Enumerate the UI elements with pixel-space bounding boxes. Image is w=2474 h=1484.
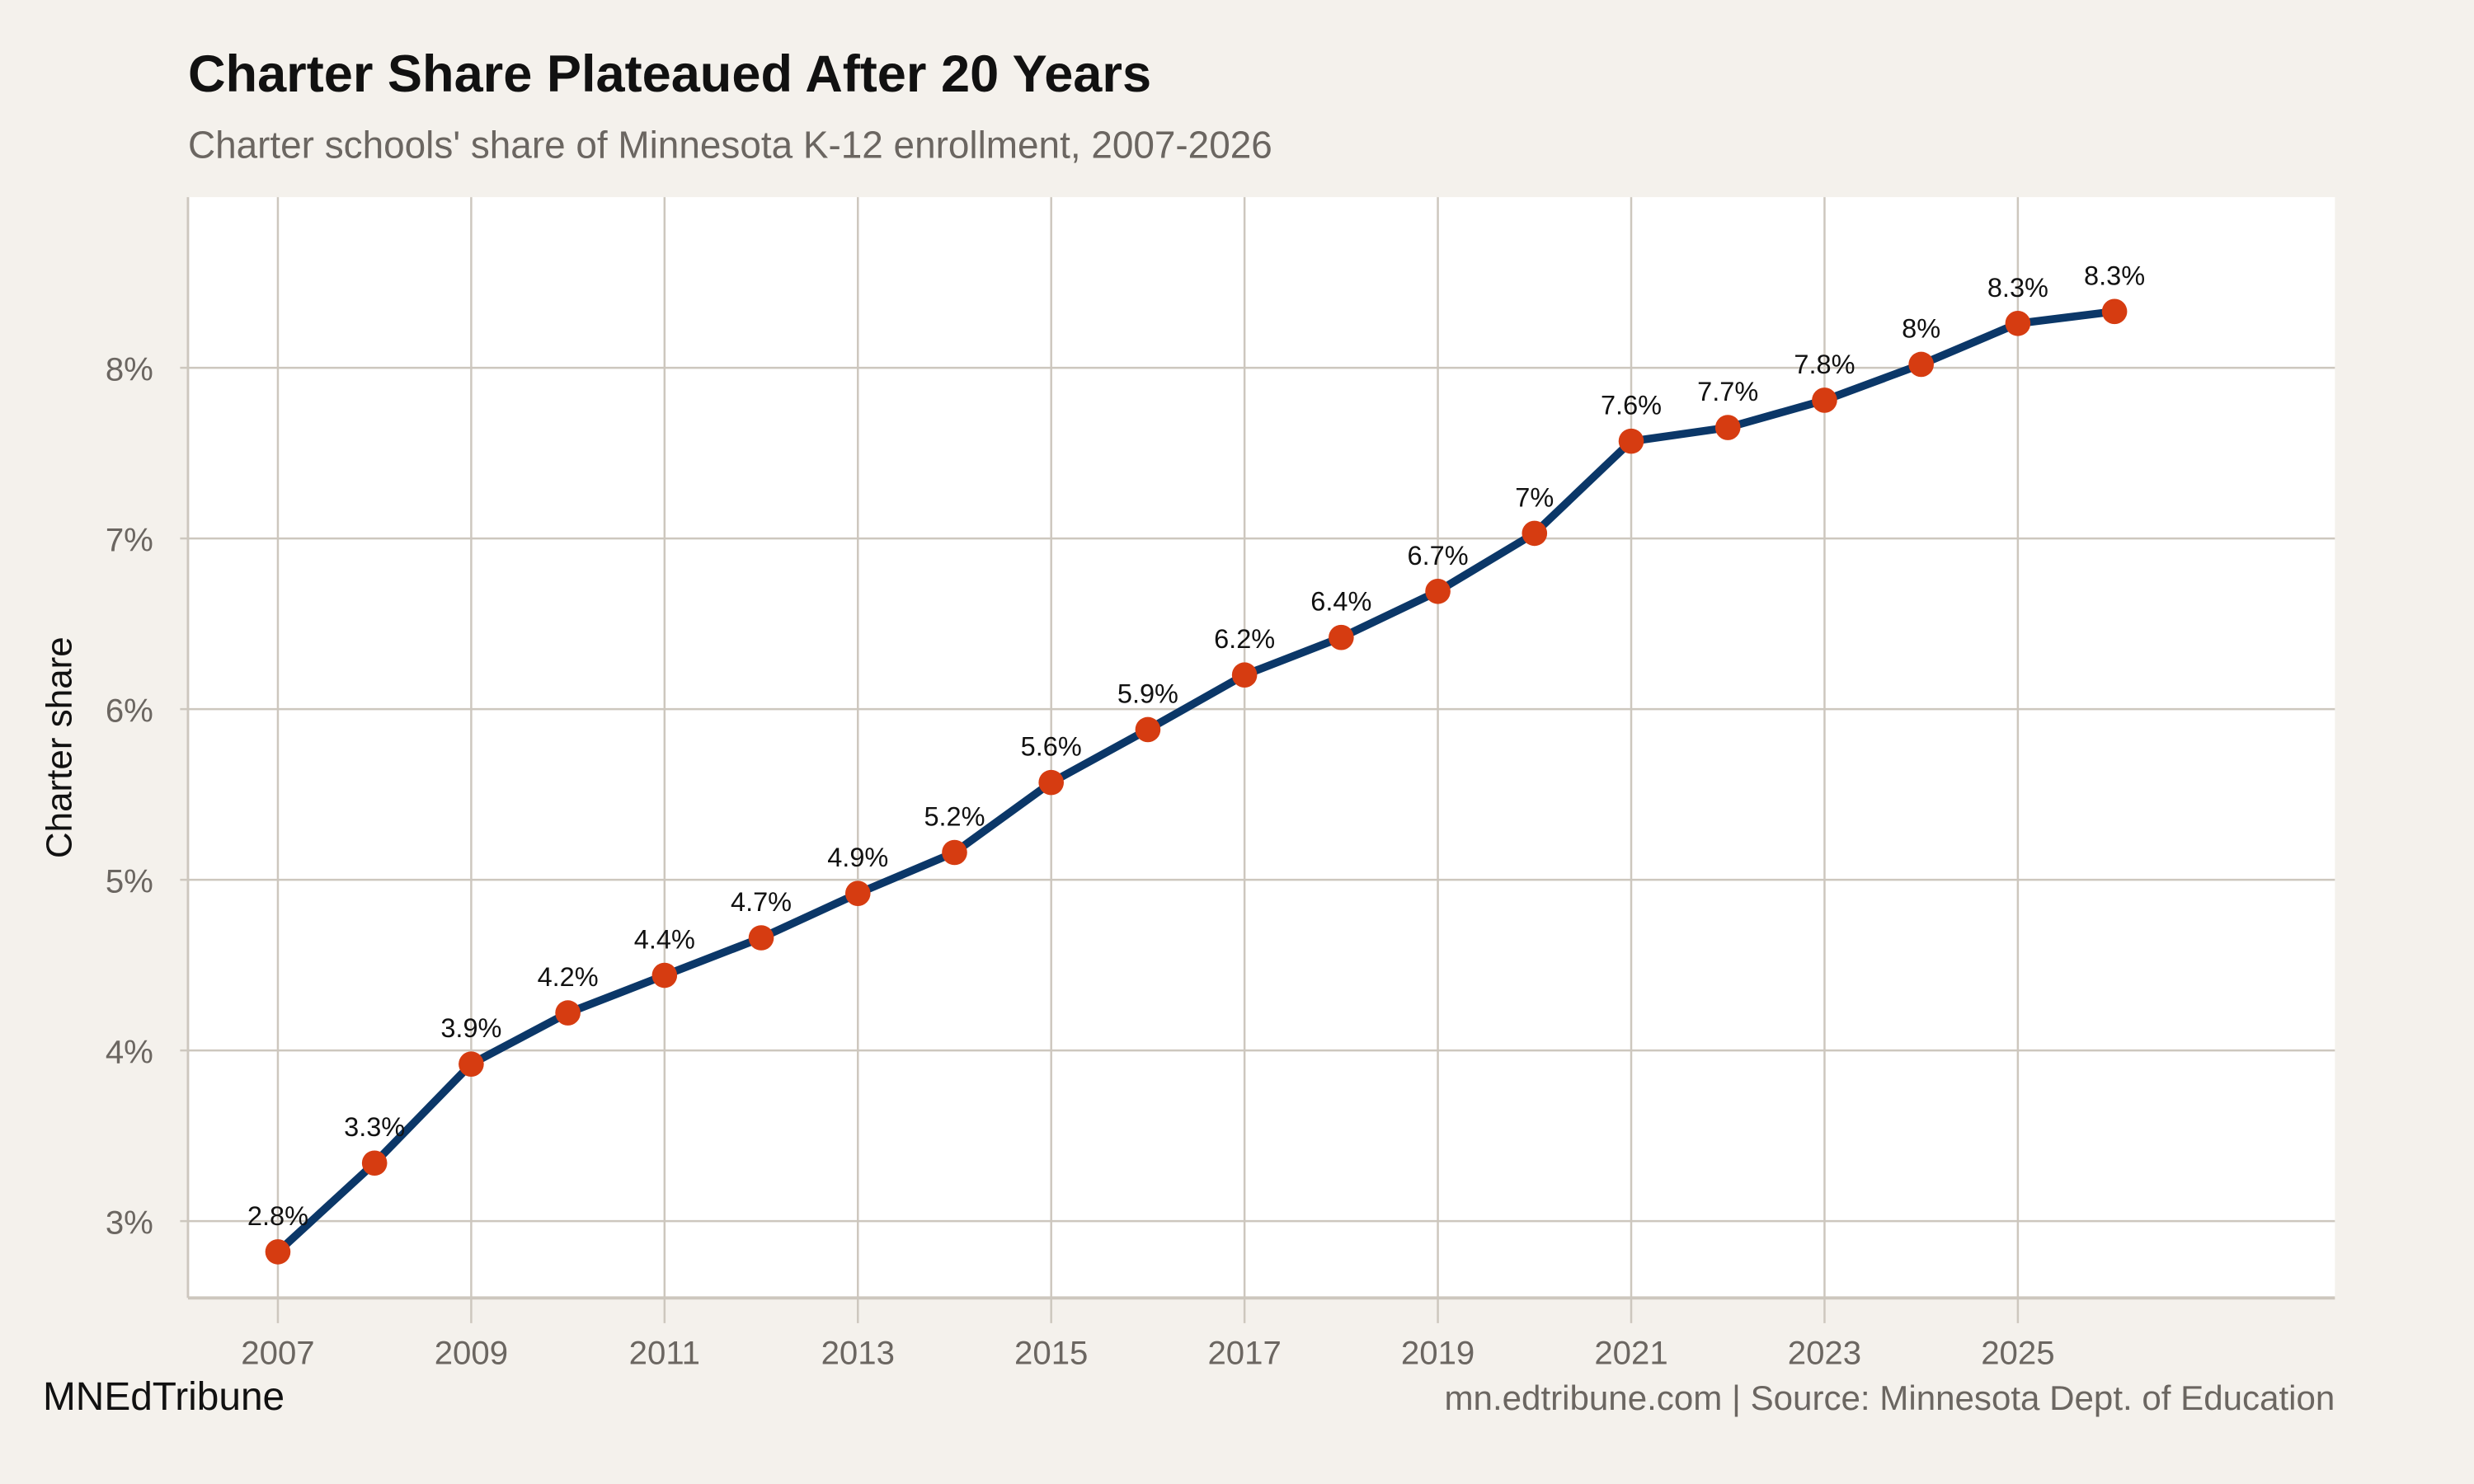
data-label: 5.9% [1117,679,1178,708]
x-tick-label: 2021 [1594,1335,1667,1372]
data-label: 4.2% [538,962,599,992]
source-note: mn.edtribune.com | Source: Minnesota Dep… [1445,1378,2335,1417]
y-tick-label: 3% [106,1204,153,1241]
y-tick-label: 6% [106,692,153,729]
data-label: 7.7% [1697,377,1758,406]
data-point [844,881,871,906]
series-line [275,308,2115,1255]
data-label: 5.6% [1021,732,1082,762]
data-label: 7.6% [1601,391,1662,420]
x-tick-label: 2007 [241,1335,314,1372]
data-point [361,1150,388,1176]
data-label: 6.2% [1214,624,1275,654]
data-label: 4.4% [634,925,695,955]
data-point [1135,716,1161,743]
data-label: 8.3% [2084,261,2145,290]
x-tick-label: 2019 [1401,1335,1475,1372]
data-label: 7.8% [1794,350,1855,379]
data-label: 8.3% [1987,273,2048,303]
plot-panel [187,197,2335,1298]
data-label: 5.2% [924,801,985,831]
y-tick-label: 4% [106,1033,153,1070]
data-label: 7% [1515,482,1554,512]
data-point [1714,415,1741,440]
data-label: 6.7% [1408,541,1469,571]
data-point [1812,387,1837,413]
x-tick-label: 2015 [1014,1335,1088,1372]
data-point [265,1239,291,1265]
data-point [1908,351,1934,378]
axis-ticks: 3% 4% 5% 6% 7% 8% 2007 2009 2011 2013 2015 2017 2019… [106,350,2055,1371]
data-labels: 2.8% 3.3% 3.9% 4.2% 4.4% 4.7% 4.9% 5.2% 5.6% 5.9%… [247,261,2145,1231]
x-tick-label: 2011 [629,1335,700,1372]
data-point [459,1051,484,1077]
x-tick-label: 2017 [1207,1335,1281,1372]
y-tick-label: 7% [106,521,153,558]
data-point [942,839,967,866]
data-label: 3.9% [440,1013,501,1043]
data-point [748,925,774,951]
x-tick-label: 2023 [1788,1335,1861,1372]
data-point [1038,769,1065,796]
y-tick-label: 5% [106,862,153,899]
y-axis-label: Charter share [39,636,79,858]
data-label: 2.8% [247,1201,308,1231]
data-point [1522,520,1548,547]
y-tick-label: 8% [106,350,153,387]
x-tick-label: 2009 [435,1335,508,1372]
data-label: 6.4% [1310,587,1371,617]
data-point [555,1000,581,1026]
data-points [265,298,2128,1265]
series-path [275,308,2115,1255]
data-label: 8% [1902,313,1940,343]
data-label: 4.9% [827,843,888,872]
data-label: 3.3% [344,1112,405,1142]
data-point [2101,298,2128,325]
data-label: 4.7% [731,887,792,917]
data-point [651,962,678,989]
brand-label: MNEdTribune [43,1375,285,1419]
x-tick-label: 2025 [1981,1335,2054,1372]
gridlines [187,197,2335,1298]
data-point [1329,624,1354,650]
data-point [1618,428,1644,454]
data-point [2005,310,2031,336]
data-point [1425,578,1451,604]
chart-title: Charter Share Plateaued After 20 Years [188,45,1151,103]
x-tick-label: 2013 [821,1335,895,1372]
chart-subtitle: Charter schools' share of Minnesota K-12… [188,123,1272,166]
data-point [1231,662,1258,688]
